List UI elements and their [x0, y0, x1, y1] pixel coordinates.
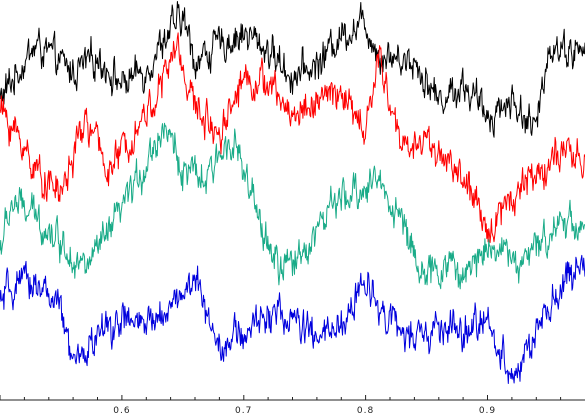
series-line-4 — [0, 254, 585, 384]
series-layer — [0, 1, 585, 384]
x-tick-label: 0.7 — [235, 406, 252, 416]
series-line-3 — [0, 122, 585, 290]
series-line-2 — [0, 32, 585, 243]
x-tick-label: 0.8 — [357, 406, 374, 416]
x-axis: 0.6 0.7 0.8 0.9 — [0, 395, 585, 416]
x-tick-label: 0.6 — [113, 406, 130, 416]
series-line-1 — [0, 1, 585, 138]
x-tick-label: 0.9 — [479, 406, 496, 416]
